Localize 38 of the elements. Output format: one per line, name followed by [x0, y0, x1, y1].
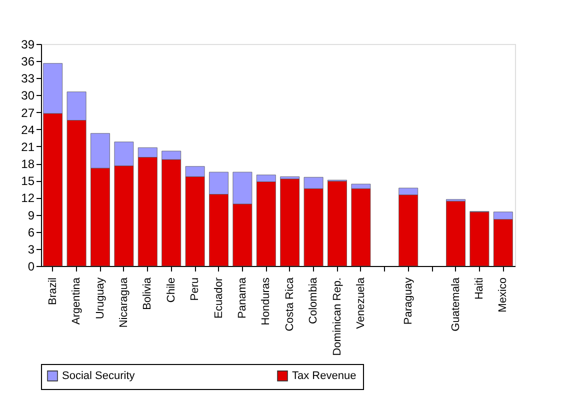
x-tick-label: Ecuador: [212, 277, 225, 318]
x-tick-label: Costa Rica: [284, 276, 296, 332]
x-tick-label: Haiti: [473, 278, 486, 300]
legend-label: Social Security: [62, 370, 136, 382]
bar: [446, 200, 466, 266]
y-tick-label: 18: [21, 157, 35, 172]
y-tick-label: 33: [21, 72, 35, 86]
x-tick-label: Mexico: [497, 278, 510, 312]
bar: [280, 178, 300, 266]
legend-label: Tax Revenue: [292, 370, 356, 382]
x-tick-label: Peru: [189, 278, 202, 301]
x-tick-label: Guatemala: [450, 276, 462, 332]
x-tick-label: Brazil: [46, 278, 59, 306]
x-tick-label: Nicaragua: [118, 276, 130, 328]
x-tick-label: Chile: [165, 278, 178, 303]
x-tick-label: Venezuela: [354, 276, 367, 329]
y-tick-label: 6: [28, 225, 35, 240]
y-tick-label: 0: [28, 260, 35, 274]
x-tick-label: Honduras: [260, 277, 272, 326]
y-tick-label: 24: [21, 122, 35, 137]
x-tick-label: Bolivia: [142, 276, 154, 310]
y-tick-label: 39: [21, 38, 35, 52]
x-tick-label: Colombia: [308, 276, 320, 324]
y-tick-label: 36: [21, 54, 35, 69]
y-tick-label: 15: [21, 174, 35, 188]
y-tick-label: 3: [28, 242, 35, 256]
x-tick-label: Dominican Rep.: [331, 278, 344, 356]
y-tick-label: 21: [21, 140, 35, 154]
x-tick-label: Paraguay: [402, 277, 414, 325]
x-tick-label: Argentina: [70, 276, 83, 325]
bar: [470, 212, 490, 266]
y-tick-label: 27: [21, 106, 35, 120]
x-tick-label: Panama: [236, 276, 248, 318]
y-tick-label: 30: [21, 88, 35, 103]
x-tick-label: Uruguay: [94, 277, 106, 320]
bar: [328, 180, 347, 266]
y-tick-label: 12: [21, 191, 35, 206]
y-tick-label: 9: [28, 208, 35, 222]
